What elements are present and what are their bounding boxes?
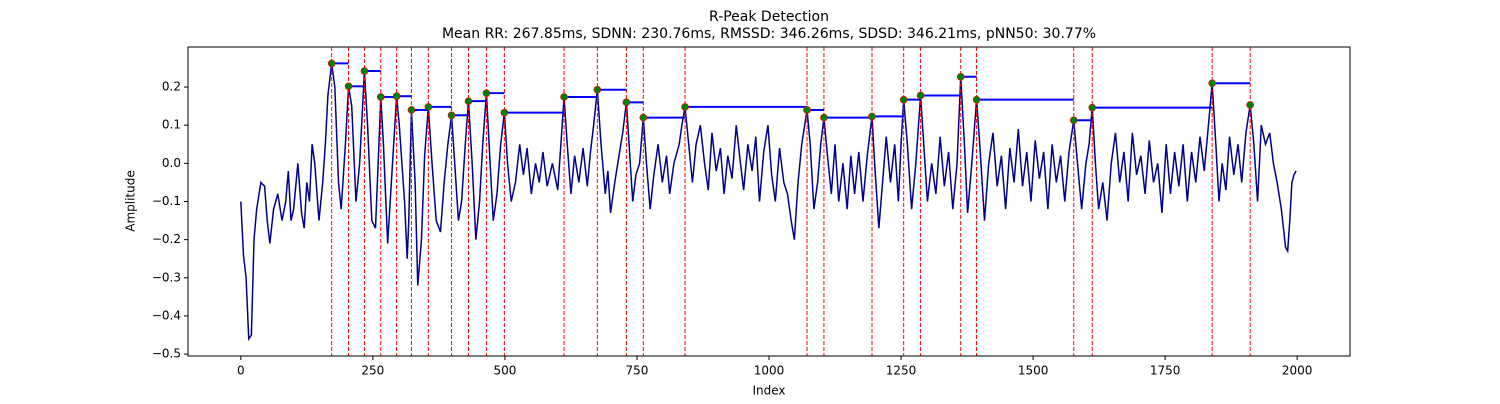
peak-marker <box>639 113 648 122</box>
chart-title: R-Peak Detection <box>709 9 829 25</box>
x-tick-label: 750 <box>626 364 649 378</box>
peak-marker <box>803 106 811 114</box>
x-tick-label: 1250 <box>886 364 917 378</box>
peak-marker <box>1088 103 1097 112</box>
y-tick-label: −0.3 <box>152 270 181 284</box>
x-tick-label: 0 <box>237 364 245 378</box>
peak-marker <box>868 112 876 121</box>
peak-marker <box>344 82 353 91</box>
peak-marker <box>972 95 981 104</box>
peak-marker <box>407 106 416 114</box>
y-tick-label: −0.5 <box>152 347 181 361</box>
y-axis-label: Amplitude <box>124 170 138 232</box>
y-tick-label: 0.1 <box>162 118 181 132</box>
y-tick-label: −0.4 <box>152 308 181 322</box>
peak-marker <box>464 97 473 105</box>
peak-marker <box>593 85 602 94</box>
plot-frame <box>187 46 1351 357</box>
x-tick-label: 500 <box>493 364 516 378</box>
peak-marker <box>622 98 631 107</box>
y-tick-label: −0.2 <box>152 232 181 246</box>
peak-marker <box>360 67 369 75</box>
peak-marker <box>1208 79 1216 88</box>
chart-subtitle: Mean RR: 267.85ms, SDNN: 230.76ms, RMSSD… <box>442 26 1096 42</box>
peak-marker <box>424 103 433 111</box>
x-axis-label: Index <box>752 384 785 398</box>
y-tick-label: 0.2 <box>162 80 181 94</box>
peak-marker <box>500 108 509 117</box>
peak-marker <box>447 111 456 120</box>
x-tick-label: 1750 <box>1150 364 1181 378</box>
peak-marker <box>392 92 401 101</box>
peak-marker <box>956 72 965 81</box>
peak-marker <box>327 59 336 68</box>
x-tick-label: 250 <box>361 364 384 378</box>
y-tick-label: 0.0 <box>162 156 181 170</box>
peak-marker <box>820 113 828 122</box>
peak-marker <box>916 91 925 100</box>
peak-marker <box>482 89 491 97</box>
x-tick-label: 2000 <box>1282 364 1313 378</box>
peak-marker <box>1246 101 1254 109</box>
x-tick-label: 1000 <box>754 364 785 378</box>
peak-marker <box>376 93 385 101</box>
y-tick-label: −0.1 <box>152 194 181 208</box>
peak-marker <box>899 95 908 104</box>
x-tick-label: 1500 <box>1018 364 1049 378</box>
peak-marker <box>560 93 568 101</box>
peak-marker <box>681 103 689 111</box>
peak-marker <box>1069 116 1078 125</box>
